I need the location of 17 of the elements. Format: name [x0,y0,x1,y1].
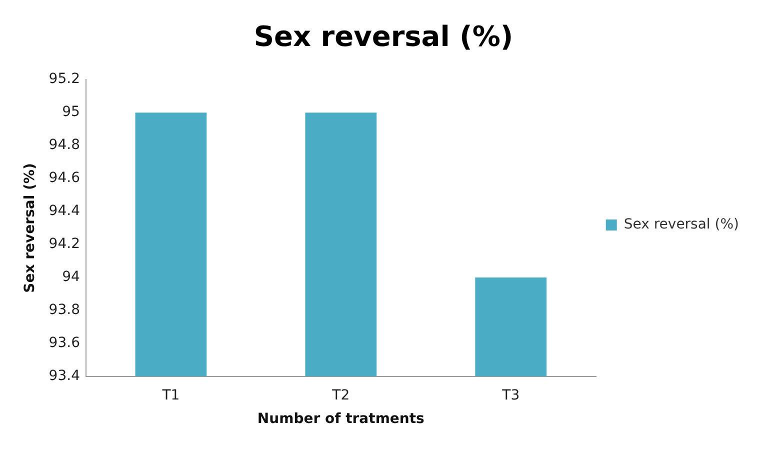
y-tick-label: 94.2 [48,236,80,252]
y-tick-label: 93.8 [48,302,80,318]
x-tick-label: T1 [161,387,180,404]
y-tick-label: 95 [62,104,80,120]
chart-title: Sex reversal (%) [254,20,514,54]
y-tick-label: 93.6 [48,335,80,352]
x-axis-title: Number of tratments [257,411,424,428]
x-tick-label: T3 [501,387,520,404]
legend-label: Sex reversal (%) [624,216,740,233]
y-tick-label: 94.6 [48,170,80,186]
y-tick-label: 94.4 [48,203,80,220]
x-tick-label: T2 [331,387,350,404]
y-tick-label: 95.2 [48,71,80,88]
y-tick-label: 94.8 [48,137,80,154]
y-tick-label: 93.4 [48,368,80,384]
y-tick-label: 94 [62,269,80,286]
y-axis-title: Sex reversal (%) [22,163,38,293]
